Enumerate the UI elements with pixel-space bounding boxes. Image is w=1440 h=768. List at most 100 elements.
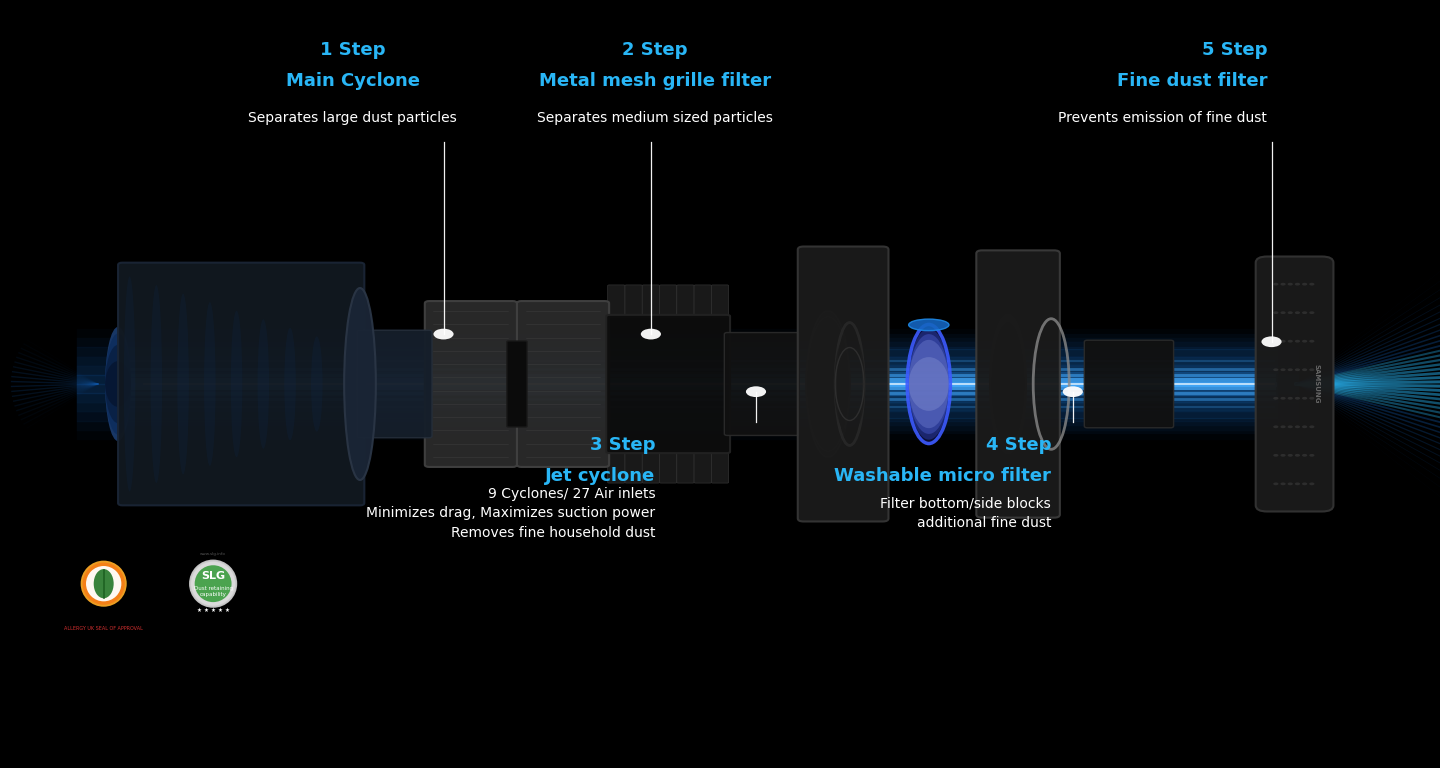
Circle shape	[1295, 482, 1300, 485]
Circle shape	[1302, 482, 1308, 485]
FancyBboxPatch shape	[625, 285, 642, 317]
FancyBboxPatch shape	[606, 315, 730, 453]
Ellipse shape	[85, 564, 122, 603]
Text: 5 Step: 5 Step	[1202, 41, 1267, 59]
Circle shape	[1273, 425, 1279, 429]
Ellipse shape	[909, 319, 949, 331]
Ellipse shape	[230, 311, 242, 457]
Ellipse shape	[82, 562, 125, 605]
Circle shape	[1302, 397, 1308, 399]
Ellipse shape	[991, 321, 1025, 447]
Circle shape	[746, 386, 766, 397]
Circle shape	[433, 329, 454, 339]
Text: 9 Cyclones/ 27 Air inlets
Minimizes drag, Maximizes suction power
Removes fine h: 9 Cyclones/ 27 Air inlets Minimizes drag…	[366, 486, 655, 540]
Text: Dust retaining
capability: Dust retaining capability	[193, 586, 233, 597]
Circle shape	[1063, 386, 1083, 397]
Ellipse shape	[909, 323, 949, 445]
Circle shape	[1309, 397, 1315, 399]
FancyBboxPatch shape	[711, 285, 729, 317]
Circle shape	[1295, 454, 1300, 457]
Text: ALLERGY UK SEAL OF APPROVAL: ALLERGY UK SEAL OF APPROVAL	[65, 626, 143, 631]
Circle shape	[1295, 311, 1300, 314]
Ellipse shape	[86, 566, 121, 601]
Ellipse shape	[105, 333, 131, 435]
Circle shape	[1302, 339, 1308, 343]
Text: Prevents emission of fine dust: Prevents emission of fine dust	[1058, 111, 1267, 124]
Text: SLG: SLG	[202, 571, 225, 581]
Ellipse shape	[344, 288, 376, 480]
Text: Separates medium sized particles: Separates medium sized particles	[537, 111, 773, 124]
Text: ★: ★	[197, 608, 202, 613]
Text: Separates large dust particles: Separates large dust particles	[249, 111, 456, 124]
Circle shape	[1273, 339, 1279, 343]
Circle shape	[1309, 283, 1315, 286]
Circle shape	[1302, 283, 1308, 286]
FancyBboxPatch shape	[660, 285, 677, 317]
Circle shape	[1273, 482, 1279, 485]
Text: 1 Step: 1 Step	[320, 41, 386, 59]
FancyBboxPatch shape	[1084, 340, 1174, 428]
Circle shape	[1309, 482, 1315, 485]
Circle shape	[1280, 454, 1286, 457]
FancyBboxPatch shape	[660, 451, 677, 483]
Circle shape	[1280, 369, 1286, 371]
Circle shape	[1287, 339, 1293, 343]
Ellipse shape	[909, 357, 949, 411]
Ellipse shape	[909, 334, 949, 434]
FancyBboxPatch shape	[118, 263, 364, 505]
FancyBboxPatch shape	[608, 285, 625, 317]
FancyBboxPatch shape	[642, 285, 660, 317]
Circle shape	[1287, 369, 1293, 371]
Ellipse shape	[258, 319, 269, 449]
FancyBboxPatch shape	[1256, 257, 1333, 511]
Ellipse shape	[94, 569, 114, 598]
Circle shape	[1309, 339, 1315, 343]
Ellipse shape	[284, 328, 295, 440]
Circle shape	[1280, 311, 1286, 314]
Circle shape	[1295, 283, 1300, 286]
Ellipse shape	[105, 345, 131, 423]
FancyBboxPatch shape	[625, 451, 642, 483]
Circle shape	[1273, 311, 1279, 314]
FancyBboxPatch shape	[425, 301, 517, 467]
Circle shape	[1273, 454, 1279, 457]
FancyBboxPatch shape	[798, 247, 888, 521]
FancyBboxPatch shape	[357, 330, 432, 438]
Ellipse shape	[177, 293, 189, 475]
Ellipse shape	[124, 276, 135, 492]
Circle shape	[1309, 369, 1315, 371]
Text: www.slg.info: www.slg.info	[200, 552, 226, 557]
Circle shape	[1295, 397, 1300, 399]
FancyBboxPatch shape	[976, 250, 1060, 518]
Ellipse shape	[991, 315, 1025, 453]
Text: SAMSUNG: SAMSUNG	[1313, 364, 1319, 404]
Circle shape	[1287, 454, 1293, 457]
FancyBboxPatch shape	[694, 451, 711, 483]
Ellipse shape	[806, 317, 850, 452]
Circle shape	[1309, 454, 1315, 457]
Circle shape	[1273, 397, 1279, 399]
Text: ★: ★	[225, 608, 229, 613]
Circle shape	[1280, 397, 1286, 399]
FancyBboxPatch shape	[711, 451, 729, 483]
Circle shape	[1287, 397, 1293, 399]
Circle shape	[1295, 425, 1300, 429]
FancyBboxPatch shape	[642, 451, 660, 483]
FancyBboxPatch shape	[507, 341, 527, 427]
Circle shape	[1273, 283, 1279, 286]
Text: Washable micro filter: Washable micro filter	[834, 467, 1051, 485]
Circle shape	[1287, 482, 1293, 485]
Circle shape	[1302, 311, 1308, 314]
Text: 3 Step: 3 Step	[590, 436, 655, 455]
FancyBboxPatch shape	[694, 285, 711, 317]
Circle shape	[1309, 311, 1315, 314]
Ellipse shape	[190, 561, 236, 607]
Text: ★: ★	[217, 608, 222, 613]
FancyBboxPatch shape	[724, 333, 799, 435]
Circle shape	[1280, 425, 1286, 429]
Ellipse shape	[105, 327, 131, 441]
Circle shape	[1280, 482, 1286, 485]
Circle shape	[1287, 283, 1293, 286]
Text: Jet cyclone: Jet cyclone	[544, 467, 655, 485]
FancyBboxPatch shape	[608, 451, 625, 483]
